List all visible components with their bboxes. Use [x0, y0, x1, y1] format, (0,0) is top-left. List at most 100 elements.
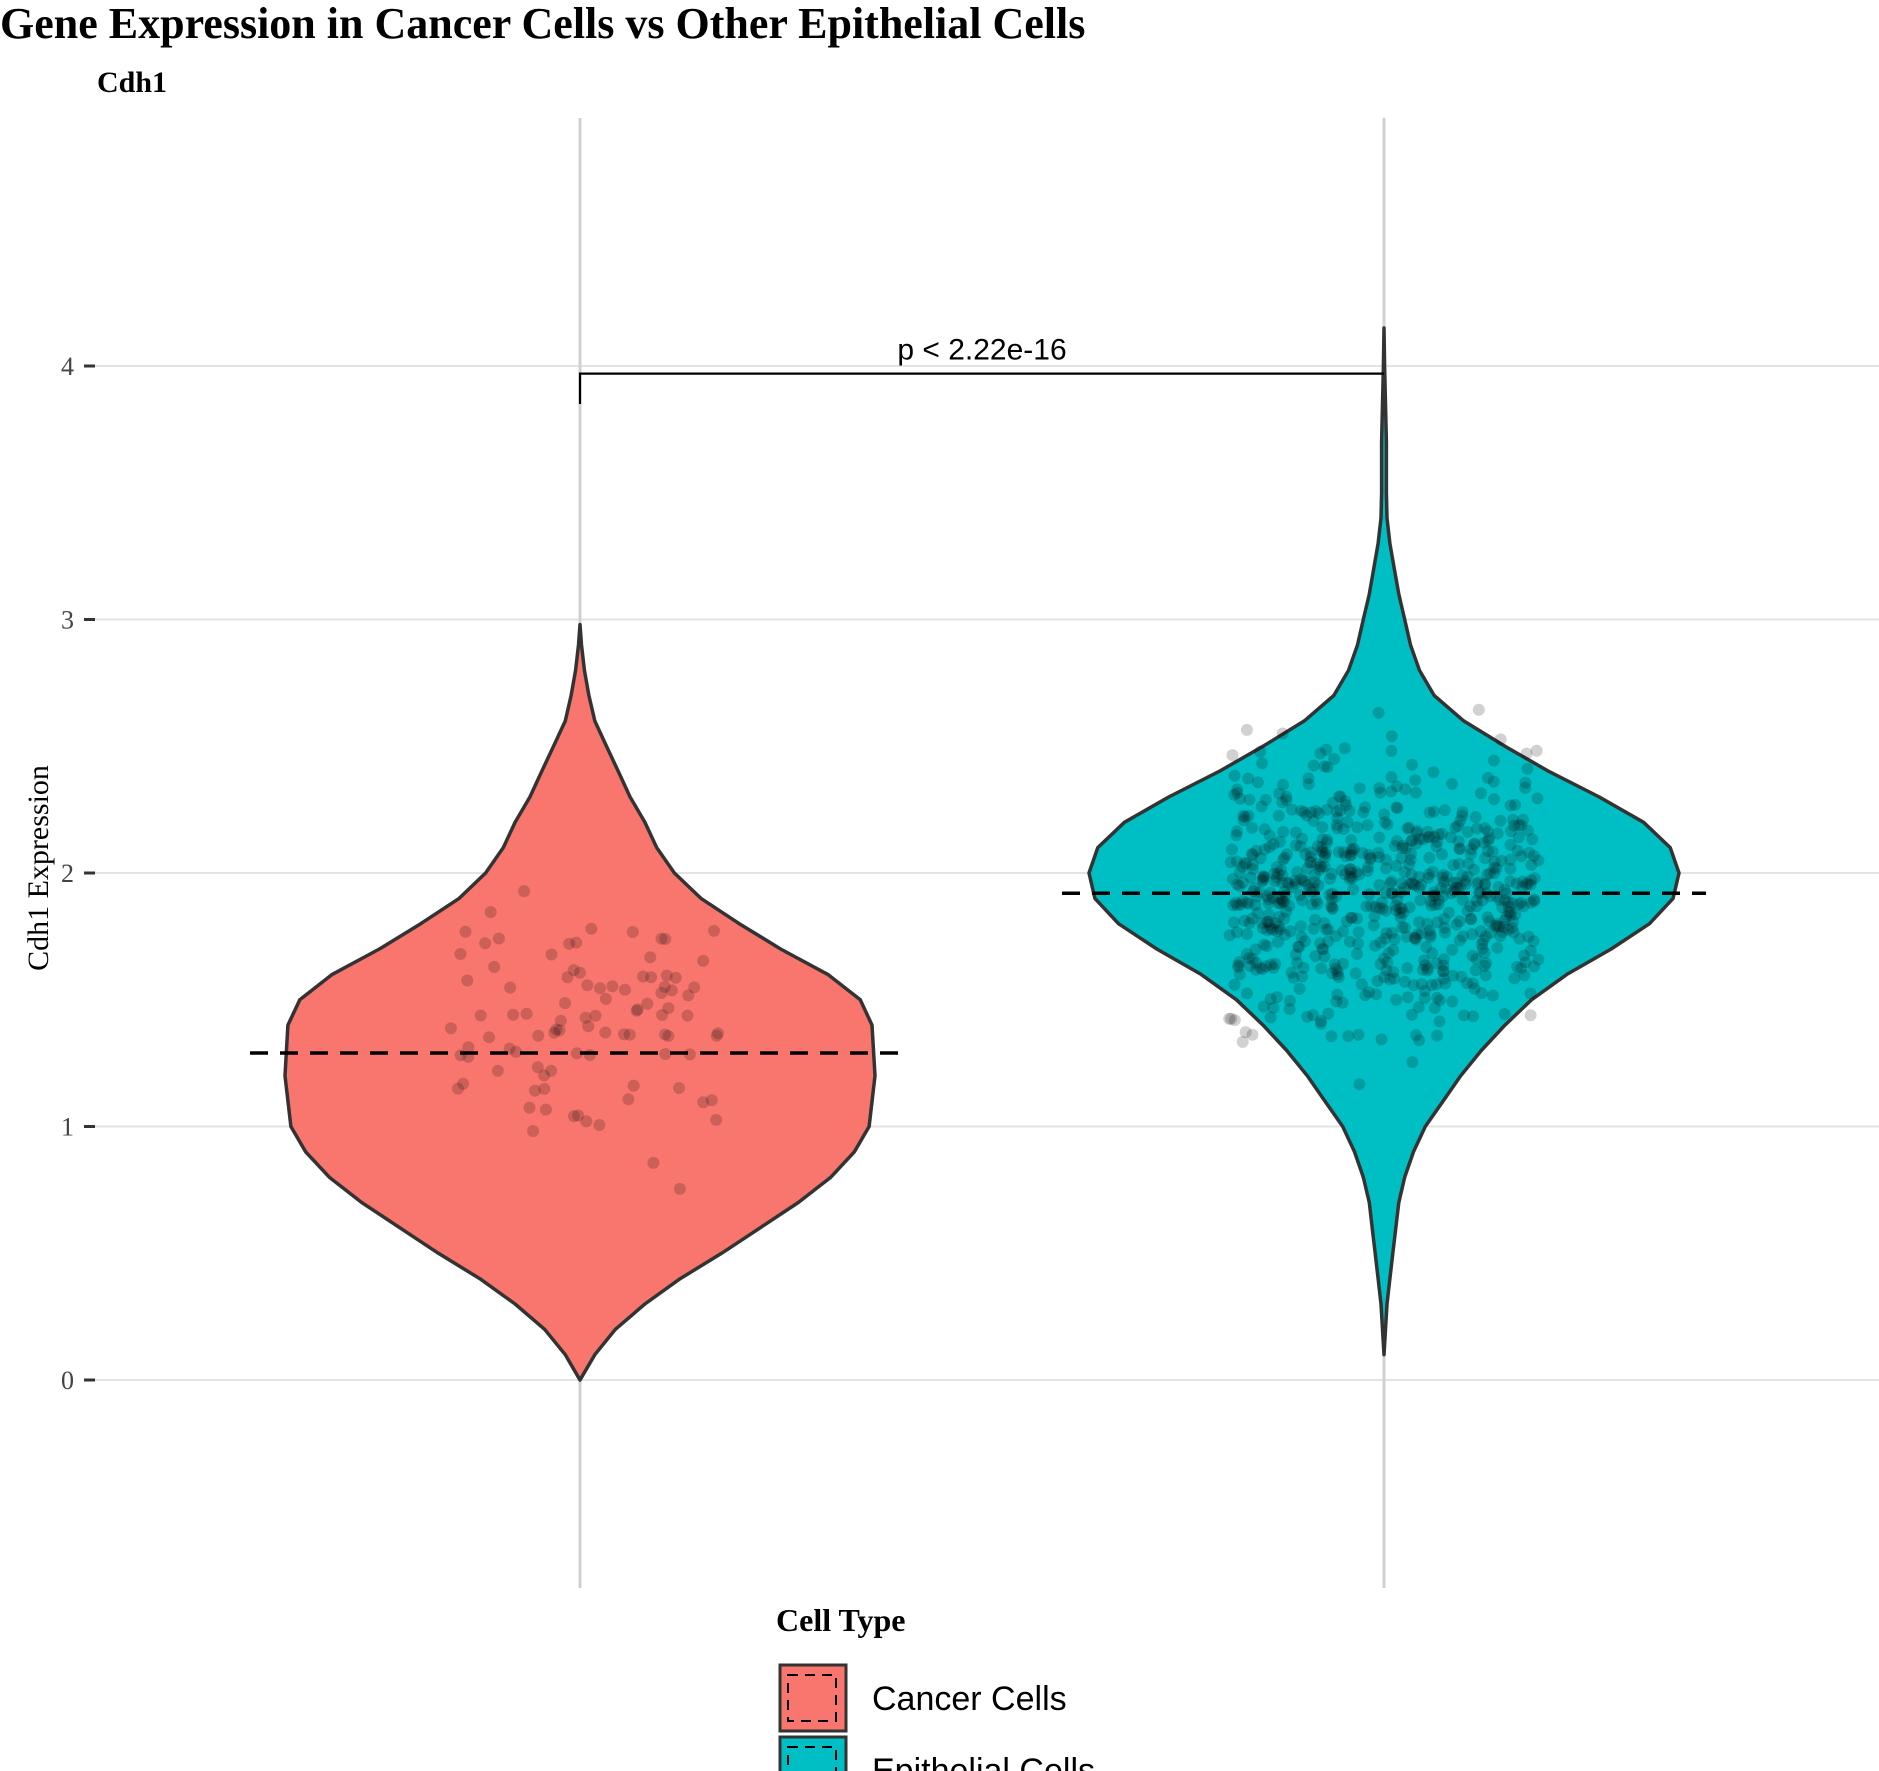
data-point: [452, 1082, 464, 1095]
data-point: [1413, 916, 1426, 929]
data-point: [1396, 921, 1409, 934]
data-point: [1330, 805, 1343, 818]
data-point: [1285, 803, 1298, 816]
data-point: [1481, 911, 1494, 924]
data-point: [1409, 932, 1421, 945]
data-point: [1286, 881, 1299, 894]
data-point: [1394, 911, 1407, 924]
data-point: [1320, 743, 1333, 756]
data-point: [1464, 848, 1477, 860]
data-point: [1411, 928, 1424, 941]
data-point: [1394, 902, 1406, 915]
data-point: [1532, 953, 1545, 966]
data-point: [1475, 987, 1488, 1000]
data-point: [532, 1029, 545, 1042]
data-point: [1295, 931, 1308, 944]
data-point: [1528, 893, 1541, 906]
data-point: [1493, 920, 1506, 933]
data-point: [1409, 879, 1422, 892]
data-point: [1264, 993, 1277, 1005]
data-point: [1344, 870, 1357, 883]
data-point: [1446, 995, 1459, 1008]
data-point: [1224, 856, 1237, 869]
data-point: [1346, 872, 1359, 885]
violins: [283, 326, 1681, 1382]
data-point: [1508, 819, 1521, 832]
data-point: [1478, 959, 1491, 972]
data-point: [1344, 863, 1357, 876]
data-point: [1519, 776, 1532, 789]
data-point: [708, 924, 720, 937]
data-point: [1333, 790, 1346, 803]
data-point: [1388, 933, 1401, 946]
data-point: [1233, 956, 1246, 968]
data-point: [1296, 832, 1309, 845]
data-point: [1490, 862, 1503, 875]
data-point: [1479, 852, 1492, 865]
data-point: [1439, 977, 1452, 990]
data-point: [1461, 825, 1474, 838]
data-point: [1372, 846, 1385, 859]
data-point: [1464, 913, 1477, 925]
data-point: [492, 932, 505, 945]
data-point: [553, 1024, 566, 1037]
data-point: [1308, 869, 1321, 882]
data-point: [1283, 1003, 1296, 1015]
data-point: [1502, 900, 1515, 913]
data-point: [1261, 890, 1274, 903]
data-point: [1453, 842, 1466, 855]
data-point: [1362, 861, 1374, 874]
data-point: [1504, 862, 1517, 875]
data-point: [1246, 952, 1259, 965]
data-point: [1243, 952, 1256, 965]
data-point: [1451, 876, 1463, 889]
legend-title: Cell Type: [776, 1602, 905, 1638]
data-point: [1507, 813, 1520, 826]
data-point: [1437, 869, 1450, 882]
data-point: [1309, 913, 1321, 926]
data-point: [1339, 868, 1352, 881]
data-point: [1389, 899, 1402, 912]
data-point: [1528, 960, 1540, 973]
data-point: [1425, 979, 1438, 991]
data-point: [659, 1048, 672, 1060]
data-point: [697, 1096, 710, 1109]
data-point: [1429, 898, 1442, 911]
data-point: [1421, 825, 1434, 838]
data-point: [682, 989, 695, 1002]
data-point: [570, 936, 583, 949]
data-point: [1274, 897, 1287, 910]
data-point: [1289, 948, 1302, 961]
data-point: [1509, 798, 1522, 811]
data-point: [1347, 883, 1360, 896]
data-point: [681, 1009, 694, 1022]
data-point: [1321, 833, 1333, 846]
data-point: [583, 1049, 596, 1061]
data-point: [1431, 1029, 1444, 1042]
data-point: [1530, 744, 1543, 757]
data-point: [1385, 744, 1398, 757]
data-point: [1231, 878, 1244, 891]
data-point: [1422, 868, 1435, 881]
data-point: [1452, 835, 1465, 848]
data-point: [1228, 769, 1241, 782]
data-point: [484, 906, 497, 919]
data-point: [1472, 703, 1485, 716]
data-point: [1410, 837, 1423, 850]
data-point: [1269, 875, 1281, 887]
data-point: [1343, 935, 1356, 948]
legend-item: Epithelial Cells: [778, 1735, 1095, 1771]
data-point: [1322, 935, 1334, 948]
data-point: [1403, 821, 1415, 834]
data-point: [1278, 895, 1291, 908]
data-point: [1388, 840, 1401, 852]
data-point: [1334, 804, 1347, 817]
data-point: [459, 925, 472, 938]
data-point: [1481, 825, 1494, 838]
data-point: [1378, 808, 1391, 821]
data-point: [1411, 825, 1424, 837]
data-point: [1230, 926, 1243, 939]
data-point: [1423, 806, 1436, 819]
data-point: [1328, 753, 1341, 765]
data-point: [1307, 759, 1320, 772]
